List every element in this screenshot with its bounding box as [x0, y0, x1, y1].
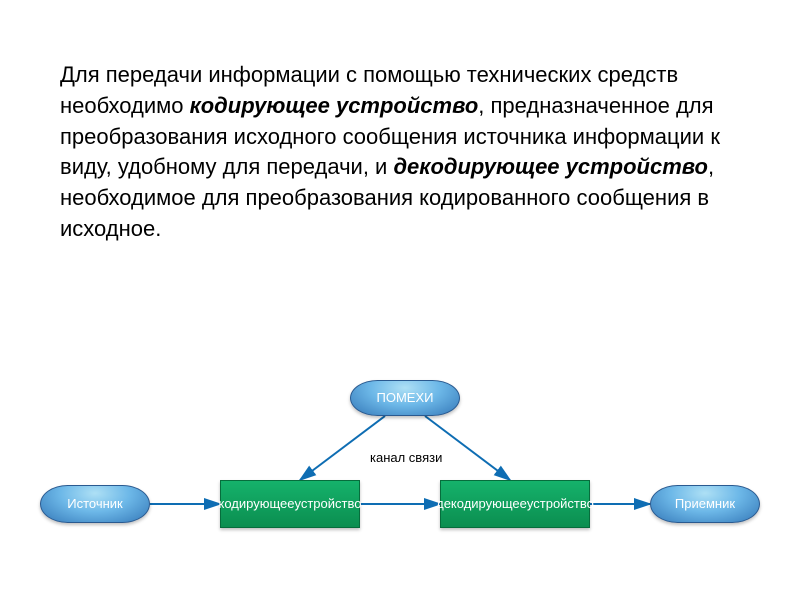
- node-source-label: Источник: [67, 496, 123, 512]
- node-noise-label: ПОМЕХИ: [377, 390, 434, 406]
- node-decoder-label: декодирующее: [436, 496, 527, 512]
- node-receiver-label: Приемник: [675, 496, 735, 512]
- node-encoder: кодирующееустройство: [220, 480, 360, 528]
- node-noise: ПОМЕХИ: [350, 380, 460, 416]
- paragraph: Для передачи информации с помощью технич…: [60, 60, 740, 245]
- node-receiver: Приемник: [650, 485, 760, 523]
- diagram-container: Источниккодирующееустройстводекодирующее…: [30, 370, 770, 560]
- node-encoder-label: кодирующее: [219, 496, 295, 512]
- node-encoder-label: устройство: [295, 496, 362, 512]
- node-decoder-label: устройство: [527, 496, 594, 512]
- node-decoder: декодирующееустройство: [440, 480, 590, 528]
- paragraph-emph: декодирующее устройство: [393, 154, 708, 179]
- node-source: Источник: [40, 485, 150, 523]
- edge-noise-encoder: [300, 416, 385, 480]
- paragraph-emph: кодирующее устройство: [190, 93, 479, 118]
- channel-label: канал связи: [370, 450, 442, 465]
- edge-noise-decoder: [425, 416, 510, 480]
